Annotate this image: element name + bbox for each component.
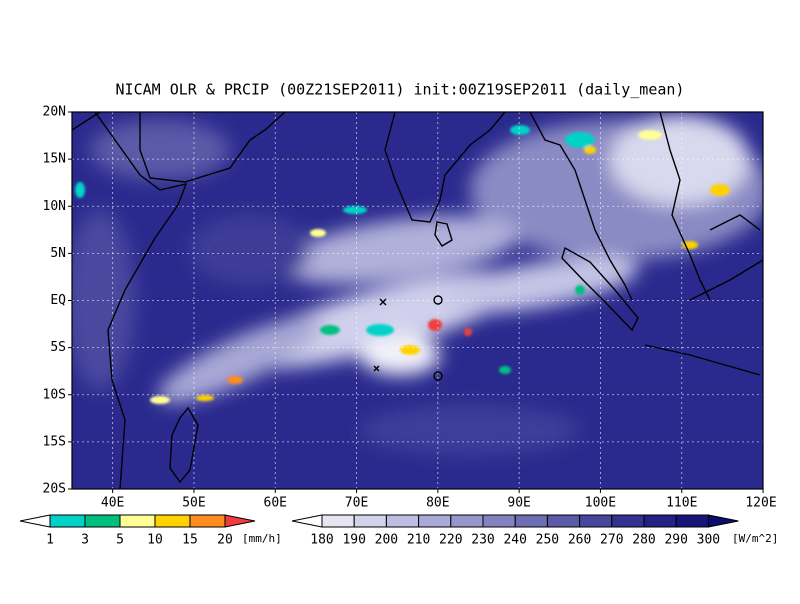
legend-label: 15 xyxy=(182,533,198,548)
legend-swatch xyxy=(353,514,387,528)
lon-label: 60E xyxy=(264,496,287,511)
legend-swatch xyxy=(450,514,484,528)
legend-swatch xyxy=(514,514,548,528)
lat-label: 5S xyxy=(50,340,66,355)
legend-label: 10 xyxy=(147,533,163,548)
lon-label: 50E xyxy=(182,496,205,511)
legend-swatch xyxy=(154,514,191,528)
cloud-field xyxy=(72,115,763,455)
legend-swatch xyxy=(224,514,256,528)
legend-label: 5 xyxy=(116,533,124,548)
legend-swatch xyxy=(482,514,516,528)
lat-label: 15N xyxy=(43,152,66,167)
precip-field xyxy=(75,125,730,404)
legend-label: 1 xyxy=(46,533,54,548)
lat-label: 10N xyxy=(43,199,66,214)
legend-label: 260 xyxy=(568,533,591,548)
legend-label: 270 xyxy=(600,533,623,548)
legend-swatch xyxy=(643,514,677,528)
legend-label: 200 xyxy=(375,533,398,548)
legend-label: 280 xyxy=(632,533,655,548)
lat-label: 15S xyxy=(43,434,66,449)
legend-swatch xyxy=(707,514,739,528)
legend-label: 180 xyxy=(310,533,333,548)
legend-swatch xyxy=(119,514,156,528)
legend-label: 250 xyxy=(536,533,559,548)
lat-label: 10S xyxy=(43,387,66,402)
legend-label: 210 xyxy=(407,533,430,548)
legend-unit: [W/m^2] xyxy=(732,532,778,545)
legend-label: 290 xyxy=(664,533,687,548)
legend-swatch xyxy=(546,514,581,528)
legend-swatch xyxy=(611,514,645,528)
lon-label: 80E xyxy=(426,496,449,511)
legend-swatch xyxy=(675,514,709,528)
legend-swatch xyxy=(418,514,452,528)
legend-label: 300 xyxy=(697,533,720,548)
legend-label: 20 xyxy=(217,533,233,548)
grid xyxy=(72,112,763,489)
legend-swatch xyxy=(19,514,51,528)
legend-swatch xyxy=(579,514,613,528)
lon-label: 120E xyxy=(745,496,776,511)
legend-label: 220 xyxy=(439,533,462,548)
legend-label: 3 xyxy=(81,533,89,548)
lon-label: 90E xyxy=(507,496,530,511)
lon-label: 40E xyxy=(101,496,124,511)
legend-swatch xyxy=(84,514,121,528)
lon-label: 70E xyxy=(345,496,368,511)
lat-label: 20N xyxy=(43,105,66,120)
lat-label: 20S xyxy=(43,482,66,497)
legend-unit: [mm/h] xyxy=(242,532,282,545)
legend-swatch xyxy=(385,514,420,528)
title: NICAM OLR & PRCIP (00Z21SEP2011) init:00… xyxy=(116,81,685,99)
lon-label: 100E xyxy=(585,496,616,511)
legend-label: 230 xyxy=(471,533,494,548)
coastlines xyxy=(72,112,763,489)
legend-label: 240 xyxy=(503,533,526,548)
lon-label: 110E xyxy=(666,496,697,511)
legend-swatch xyxy=(49,514,86,528)
map xyxy=(72,112,763,489)
legend-swatch xyxy=(321,514,355,528)
lat-label: 5N xyxy=(50,246,66,261)
legend-label: 190 xyxy=(342,533,365,548)
legend-swatch xyxy=(189,514,226,528)
lat-label: EQ xyxy=(50,293,66,308)
legend-swatch xyxy=(291,514,323,528)
